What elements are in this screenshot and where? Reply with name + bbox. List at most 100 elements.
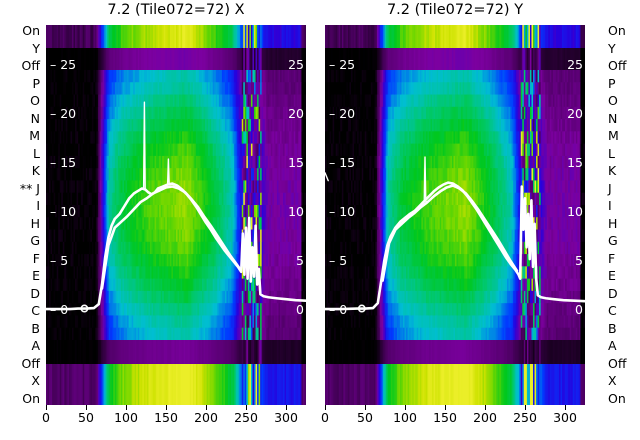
category-label: N — [30, 110, 40, 126]
y-tick-label: 15 — [288, 154, 304, 170]
trace-line — [423, 156, 427, 202]
x-tick-label: 0 — [321, 410, 329, 425]
category-label: P — [32, 75, 40, 91]
category-label: G — [608, 233, 618, 248]
x-tick-label: 250 — [234, 410, 258, 425]
y-tick-label: – 20 — [329, 105, 356, 121]
y-tick-label: – 5 — [50, 252, 69, 268]
heatmap-cells — [325, 70, 585, 340]
trace-line — [100, 185, 243, 290]
category-label: M — [29, 128, 40, 143]
y-tick-label: 0 — [296, 301, 304, 317]
category-label: I — [608, 198, 612, 213]
y-tick-label: 25 — [288, 56, 304, 72]
category-label: On — [608, 23, 626, 38]
x-tick-label: 0 — [42, 410, 50, 425]
x-tick-label: 300 — [274, 410, 298, 425]
y-tick-label: 25 — [567, 56, 583, 72]
baseline-marker — [357, 304, 366, 313]
category-axis-right: On Y Off P O N M L K J I H G F E D C B A Off X On — [604, 23, 640, 406]
trace-line — [166, 158, 170, 186]
category-label: K — [608, 163, 617, 178]
category-label: Off — [608, 58, 627, 73]
y-tick-label: – 10 — [329, 203, 356, 219]
y-tick-label: – 15 — [50, 154, 77, 170]
trace-overlay-y — [325, 156, 585, 313]
y-tick-label: – 25 — [329, 56, 356, 72]
x-tick-mark — [206, 405, 207, 410]
category-label: K — [31, 163, 40, 178]
x-tick-label: 100 — [114, 410, 138, 425]
heatmap-stripes — [46, 364, 306, 405]
category-label: L — [33, 145, 40, 161]
x-tick-mark — [365, 405, 366, 410]
x-tick-mark — [246, 405, 247, 410]
category-label: B — [608, 320, 617, 336]
y-tick-label: – 10 — [50, 203, 77, 219]
y-tick-label: – 25 — [50, 56, 77, 72]
panel-title-x: 7.2 (Tile072=72) X — [107, 2, 245, 18]
y-tick-label: 10 — [567, 203, 583, 219]
panel-title-y: 7.2 (Tile072=72) Y — [386, 2, 524, 18]
category-label: P — [608, 75, 616, 91]
x-tick-mark — [46, 405, 47, 410]
heatmap-panel-y[interactable]: – 0 0 – 5 5 – 10 10 – 15 15 – 20 20 – 25 25 — [325, 25, 585, 405]
y-tick-label: 5 — [296, 252, 304, 268]
trace-line — [46, 182, 306, 311]
y-tick-label: 20 — [567, 105, 583, 121]
category-label: Off — [21, 58, 40, 73]
category-label: On — [608, 390, 626, 406]
category-label: X — [31, 373, 40, 388]
heatmap-panel-x[interactable]: – 0 0 – 5 5 – 10 10 – 15 15 – 20 20 – 25 25 — [46, 25, 306, 405]
category-label: D — [30, 285, 40, 301]
y-tick-label: 10 — [288, 203, 304, 219]
category-label: C — [31, 303, 40, 318]
x-tick-label: 100 — [393, 410, 417, 425]
category-label: H — [608, 215, 618, 231]
x-tick-label: 50 — [78, 410, 94, 425]
y-tick-label: – 0 — [329, 301, 348, 317]
x-tick-mark — [525, 405, 526, 410]
x-tick-label: 150 — [154, 410, 178, 425]
category-label: D — [608, 285, 618, 301]
heatmap-band-bottom-x — [46, 364, 306, 405]
category-label: A — [608, 338, 617, 353]
category-label: ** J — [19, 180, 40, 196]
category-label: On — [22, 390, 40, 406]
x-tick-label: 50 — [357, 410, 373, 425]
heatmap-cells — [46, 70, 306, 340]
x-tick-label: 250 — [513, 410, 537, 425]
x-axis-panel-y: 0 50 100 150 200 250 300 — [321, 405, 585, 435]
category-label: F — [32, 250, 40, 266]
x-tick-mark — [286, 405, 287, 410]
x-tick-label: 200 — [473, 410, 497, 425]
x-axis-panel-x: 0 50 100 150 200 250 300 — [42, 405, 306, 435]
x-tick-mark — [86, 405, 87, 410]
x-tick-label: 150 — [433, 410, 457, 425]
category-label: E — [608, 268, 616, 283]
category-label: M — [608, 128, 619, 143]
category-label: F — [608, 250, 616, 266]
y-tick-label: – 15 — [329, 154, 356, 170]
heatmap-band-main-x — [46, 70, 306, 340]
y-tick-label: 5 — [575, 252, 583, 268]
category-label: G — [30, 233, 40, 248]
category-label: A — [31, 338, 40, 353]
category-label: H — [30, 215, 40, 231]
trace-line — [142, 101, 146, 191]
y-tick-label: – 20 — [50, 105, 77, 121]
x-tick-mark — [325, 405, 326, 410]
category-label: O — [608, 93, 618, 108]
heatmap-band-main-y — [325, 70, 585, 340]
category-label: J — [608, 180, 612, 196]
heatmap-stripes — [325, 364, 585, 405]
y-tick-label: – 5 — [329, 252, 348, 268]
category-label: O — [30, 93, 40, 108]
category-label: C — [608, 303, 617, 318]
y-tick-label: 20 — [288, 105, 304, 121]
y-tick-label: 0 — [575, 301, 583, 317]
category-label: Off — [608, 355, 627, 371]
x-tick-mark — [445, 405, 446, 410]
trace-line — [325, 172, 329, 182]
